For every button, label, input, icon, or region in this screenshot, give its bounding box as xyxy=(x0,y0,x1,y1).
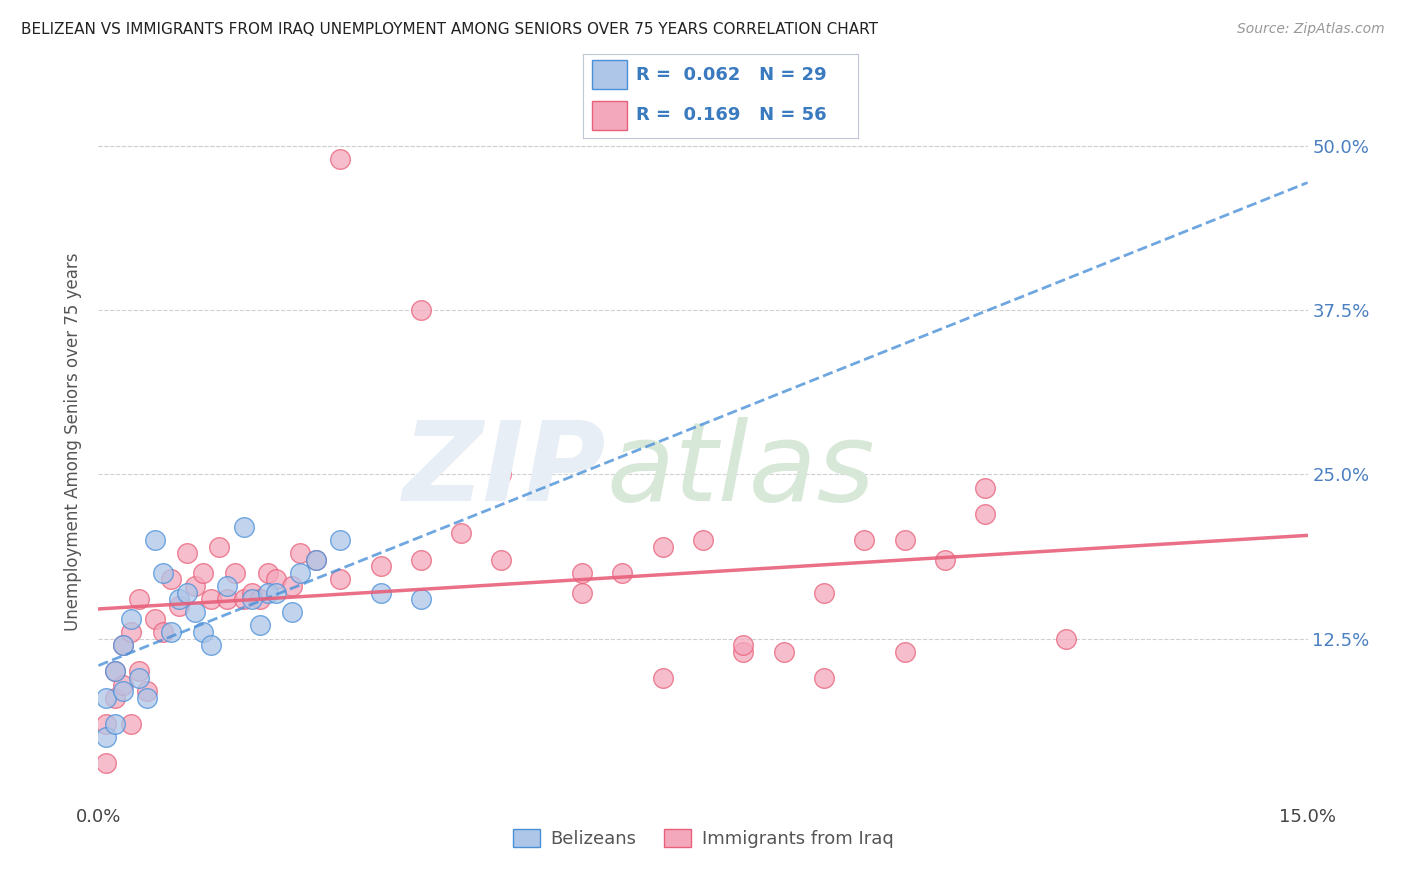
Point xyxy=(491,467,513,482)
Point xyxy=(103,690,125,705)
Point xyxy=(217,592,239,607)
Point xyxy=(409,303,432,318)
Point xyxy=(281,579,304,593)
Point xyxy=(208,540,231,554)
Point xyxy=(813,585,835,599)
Bar xyxy=(592,101,627,130)
Point xyxy=(232,520,254,534)
Point xyxy=(128,665,150,679)
Point xyxy=(135,684,157,698)
Point xyxy=(329,533,352,547)
Point xyxy=(651,540,673,554)
Point xyxy=(974,481,997,495)
Point xyxy=(120,625,142,640)
Point xyxy=(692,533,714,547)
Point xyxy=(232,592,254,607)
Point xyxy=(571,585,593,599)
Point xyxy=(264,585,287,599)
Point xyxy=(240,585,263,599)
Text: BELIZEAN VS IMMIGRANTS FROM IRAQ UNEMPLOYMENT AMONG SENIORS OVER 75 YEARS CORREL: BELIZEAN VS IMMIGRANTS FROM IRAQ UNEMPLO… xyxy=(21,22,879,37)
Text: atlas: atlas xyxy=(606,417,875,524)
Point xyxy=(491,553,513,567)
Y-axis label: Unemployment Among Seniors over 75 years: Unemployment Among Seniors over 75 years xyxy=(65,252,83,631)
Point xyxy=(893,645,915,659)
Point xyxy=(184,605,207,619)
Point xyxy=(120,717,142,731)
Point xyxy=(305,553,328,567)
Point xyxy=(152,625,174,640)
Point xyxy=(240,592,263,607)
Point xyxy=(224,566,246,580)
Point xyxy=(160,573,183,587)
Point xyxy=(329,573,352,587)
Point xyxy=(370,559,392,574)
Point xyxy=(111,684,134,698)
Point xyxy=(143,612,166,626)
Point xyxy=(176,585,198,599)
Point xyxy=(96,690,118,705)
Point xyxy=(217,579,239,593)
Point xyxy=(264,573,287,587)
Bar xyxy=(592,61,627,89)
Point xyxy=(193,625,215,640)
Point xyxy=(1054,632,1077,646)
Point xyxy=(409,592,432,607)
Point xyxy=(167,599,190,613)
Point xyxy=(772,645,794,659)
Point xyxy=(281,605,304,619)
Text: ZIP: ZIP xyxy=(402,417,606,524)
Point xyxy=(96,756,118,771)
Point xyxy=(193,566,215,580)
Point xyxy=(288,546,311,560)
Point xyxy=(167,592,190,607)
Point xyxy=(143,533,166,547)
Point xyxy=(96,730,118,744)
Text: R =  0.062   N = 29: R = 0.062 N = 29 xyxy=(636,66,827,84)
Point xyxy=(893,533,915,547)
Point xyxy=(120,612,142,626)
Point xyxy=(152,566,174,580)
Point xyxy=(111,638,134,652)
Point xyxy=(111,638,134,652)
Point xyxy=(128,671,150,685)
Point xyxy=(409,553,432,567)
Point xyxy=(103,665,125,679)
Point xyxy=(176,546,198,560)
Point xyxy=(249,618,271,632)
Point xyxy=(651,671,673,685)
Point xyxy=(111,677,134,691)
Text: Source: ZipAtlas.com: Source: ZipAtlas.com xyxy=(1237,22,1385,37)
Point xyxy=(184,579,207,593)
Point xyxy=(288,566,311,580)
Point xyxy=(329,152,352,166)
Point xyxy=(200,592,222,607)
Point xyxy=(103,665,125,679)
Point xyxy=(135,690,157,705)
Point xyxy=(128,592,150,607)
Point xyxy=(934,553,956,567)
Point xyxy=(974,507,997,521)
Point xyxy=(612,566,634,580)
Point xyxy=(103,717,125,731)
Point xyxy=(96,717,118,731)
Point xyxy=(256,566,278,580)
Point xyxy=(733,645,755,659)
Point xyxy=(305,553,328,567)
Text: R =  0.169   N = 56: R = 0.169 N = 56 xyxy=(636,106,827,124)
Point xyxy=(733,638,755,652)
Legend: Belizeans, Immigrants from Iraq: Belizeans, Immigrants from Iraq xyxy=(505,822,901,855)
Point xyxy=(200,638,222,652)
Point xyxy=(370,585,392,599)
Point xyxy=(450,526,472,541)
Point xyxy=(160,625,183,640)
Point xyxy=(256,585,278,599)
Point xyxy=(571,566,593,580)
Point xyxy=(249,592,271,607)
Point xyxy=(813,671,835,685)
Point xyxy=(853,533,876,547)
